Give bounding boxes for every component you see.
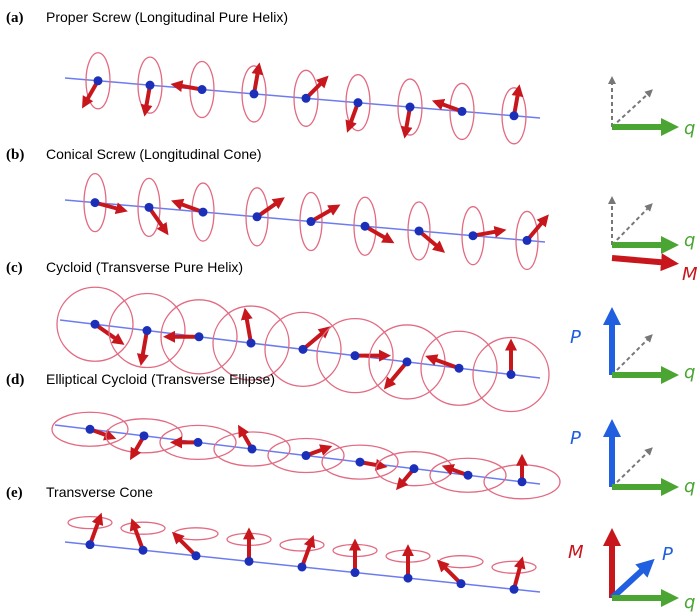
spin-site <box>192 551 201 560</box>
spin-site <box>457 579 466 588</box>
axis-arrow <box>612 565 648 598</box>
spin-site <box>139 546 148 555</box>
spin-site <box>523 236 532 245</box>
panel-title: Elliptical Cycloid (Transverse Ellipse) <box>46 371 275 387</box>
axis-arrow <box>612 258 670 263</box>
spin-site <box>351 568 360 577</box>
spin-site <box>510 111 519 120</box>
spin-site <box>143 326 152 335</box>
panel-title: Proper Screw (Longitudinal Pure Helix) <box>46 9 288 25</box>
spin-site <box>94 76 103 85</box>
spin-site <box>507 370 516 379</box>
spin-site <box>510 585 519 594</box>
spin-site <box>302 94 311 103</box>
spin-orbit <box>492 561 536 573</box>
spin-site <box>464 471 473 480</box>
spin-site <box>86 540 95 549</box>
spin-site <box>245 557 254 566</box>
spin-site <box>351 351 360 360</box>
spin-orbit <box>280 539 324 551</box>
spin-site <box>458 107 467 116</box>
panel-label: (e) <box>6 485 23 501</box>
axis-label: q <box>684 230 695 251</box>
drawing: (a) Proper Screw (Longitudinal Pure Helix… <box>6 9 697 613</box>
spin-site <box>194 438 203 447</box>
panel-title: Conical Screw (Longitudinal Cone) <box>46 146 262 162</box>
axis-dashed <box>612 450 650 487</box>
spin-site <box>253 212 262 221</box>
spin-site <box>195 332 204 341</box>
panel-label: (c) <box>6 260 23 276</box>
figure: (a) Proper Screw (Longitudinal Pure Helix… <box>0 0 697 613</box>
spin-orbit <box>68 517 112 529</box>
axis-label: M <box>568 542 584 563</box>
spin-site <box>410 464 419 473</box>
spin-site <box>91 198 100 207</box>
spin-site <box>250 89 259 98</box>
axis-dashed <box>612 92 650 127</box>
axis-label: q <box>684 362 695 383</box>
spin-arrow <box>303 330 326 349</box>
axis-label: P <box>570 327 581 348</box>
spin-site <box>354 98 363 107</box>
panel-label: (b) <box>6 147 24 163</box>
axis-dashed <box>612 206 650 245</box>
axis-label: q <box>684 118 695 139</box>
panel-label: (d) <box>6 372 24 388</box>
spin-site <box>469 231 478 240</box>
spin-site <box>140 431 149 440</box>
spin-arrow <box>388 362 407 385</box>
spin-site <box>198 85 207 94</box>
spin-arrow <box>246 314 251 344</box>
spin-site <box>455 364 464 373</box>
panel-title: Cycloid (Transverse Pure Helix) <box>46 259 243 275</box>
spin-site <box>356 458 365 467</box>
spin-site <box>404 574 413 583</box>
panel-label: (a) <box>6 10 24 26</box>
panel-title: Transverse Cone <box>46 484 153 500</box>
spin-site <box>307 217 316 226</box>
spin-site <box>247 339 256 348</box>
spin-site <box>91 320 100 329</box>
spin-site <box>145 203 154 212</box>
axis-label: q <box>684 476 695 497</box>
spin-site <box>518 477 527 486</box>
spin-site <box>248 444 257 453</box>
spin-orbit <box>121 522 165 534</box>
spin-site <box>146 81 155 90</box>
spin-site <box>298 562 307 571</box>
spin-arrow <box>142 331 147 361</box>
axis-dashed <box>612 337 650 375</box>
spin-site <box>199 208 208 217</box>
spin-site <box>302 451 311 460</box>
axis-label: M <box>682 264 697 285</box>
axis-label: P <box>570 428 581 449</box>
spin-site <box>361 222 370 231</box>
spin-site <box>415 226 424 235</box>
axis-label: P <box>662 544 673 565</box>
spin-site <box>299 345 308 354</box>
spin-site <box>406 103 415 112</box>
spin-site <box>86 425 95 434</box>
spin-site <box>403 357 412 366</box>
axis-label: q <box>684 592 695 613</box>
